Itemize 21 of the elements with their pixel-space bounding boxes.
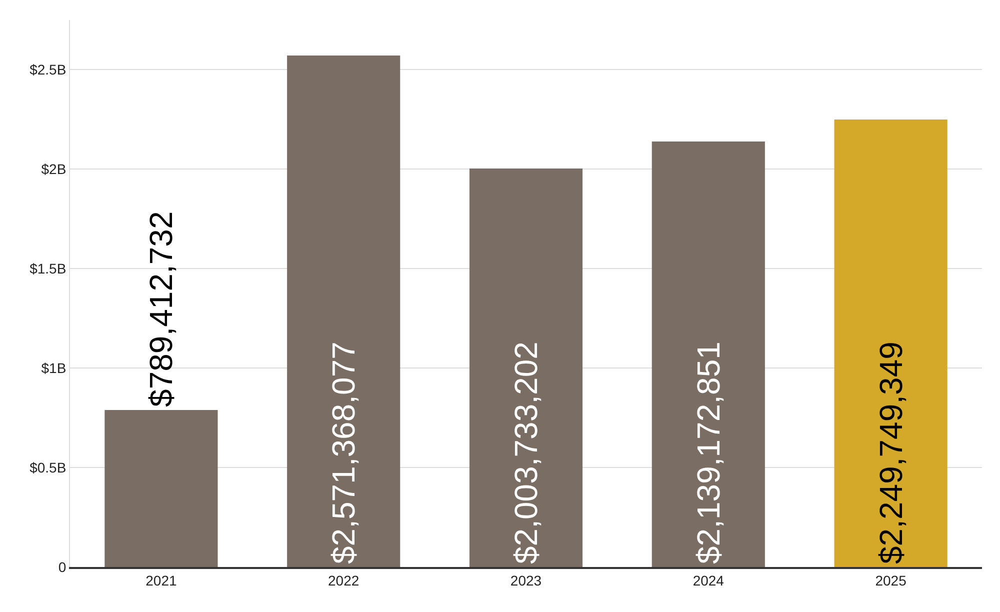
data-label: $789,412,732	[143, 211, 180, 407]
data-label: $2,249,749,349	[872, 342, 909, 564]
x-tick-label: 2023	[510, 572, 542, 589]
x-tick-label: 2024	[692, 572, 724, 589]
y-tick-label: $0.5B	[30, 459, 66, 476]
x-tick-label: 2025	[875, 572, 907, 589]
y-tick-label: $1B	[41, 360, 66, 376]
y-tick-label: 0	[58, 558, 66, 575]
bar	[469, 168, 583, 567]
bar	[287, 56, 400, 567]
y-tick-label: $2.5B	[30, 62, 66, 78]
bar	[652, 142, 765, 567]
x-tick-label: 2021	[146, 572, 177, 589]
bar	[104, 410, 218, 567]
x-tick-label: 2022	[328, 572, 360, 589]
data-label: $2,139,172,851	[690, 342, 726, 564]
y-tick-label: $2B	[41, 161, 66, 178]
data-label: $2,003,733,202	[508, 342, 544, 564]
data-label: $2,571,368,077	[326, 342, 362, 564]
y-tick-label: $1.5B	[30, 260, 66, 277]
bar	[834, 120, 948, 567]
